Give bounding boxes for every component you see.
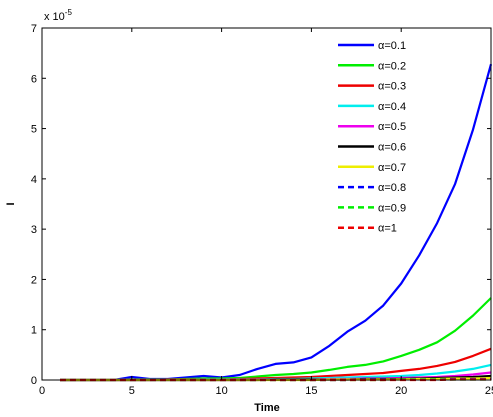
x-axis-label: Time (254, 402, 279, 414)
axes-box (41, 27, 492, 381)
y-tick-label: 6 (31, 73, 37, 85)
y-axis-label: I (5, 202, 17, 205)
y-tick-label: 5 (31, 124, 37, 136)
legend-label: α=1 (378, 223, 397, 235)
y-tick-label: 7 (31, 23, 37, 35)
x-tick-label: 25 (485, 385, 493, 397)
legend-label: α=0.5 (378, 121, 406, 133)
y-multiplier-base: x 10 (44, 11, 65, 23)
y-tick-label: 0 (31, 375, 37, 387)
legend: α=0.1 α=0.2 α=0.3 α=0.4 α=0.5 α=0.6 α=0.7 α=0.8… (338, 40, 406, 235)
x-tick-label: 20 (395, 385, 407, 397)
y-tick-label: 4 (31, 174, 37, 186)
y-tick-label: 2 (31, 274, 37, 286)
legend-label: α=0.3 (378, 81, 406, 93)
plot-lines (60, 63, 493, 382)
axis-ticks: 0 5 10 15 20 25 0 1 2 3 4 5 6 7 (31, 23, 493, 397)
x-tick-label: 0 (39, 385, 45, 397)
y-multiplier-exponent: -5 (65, 8, 73, 17)
legend-label: α=0.6 (378, 142, 406, 154)
legend-label: α=0.1 (378, 40, 406, 52)
legend-label: α=0.2 (378, 60, 406, 72)
y-axis-multiplier: x 10-5 (44, 8, 72, 23)
legend-label: α=0.9 (378, 202, 406, 214)
legend-label: α=0.8 (378, 182, 406, 194)
y-tick-label: 3 (31, 224, 37, 236)
x-tick-label: 15 (305, 385, 317, 397)
legend-label: α=0.4 (378, 101, 406, 113)
x-tick-label: 10 (215, 385, 227, 397)
legend-label: α=0.7 (378, 162, 406, 174)
series-line (60, 63, 493, 382)
x-tick-label: 5 (129, 385, 135, 397)
y-tick-label: 1 (31, 325, 37, 337)
